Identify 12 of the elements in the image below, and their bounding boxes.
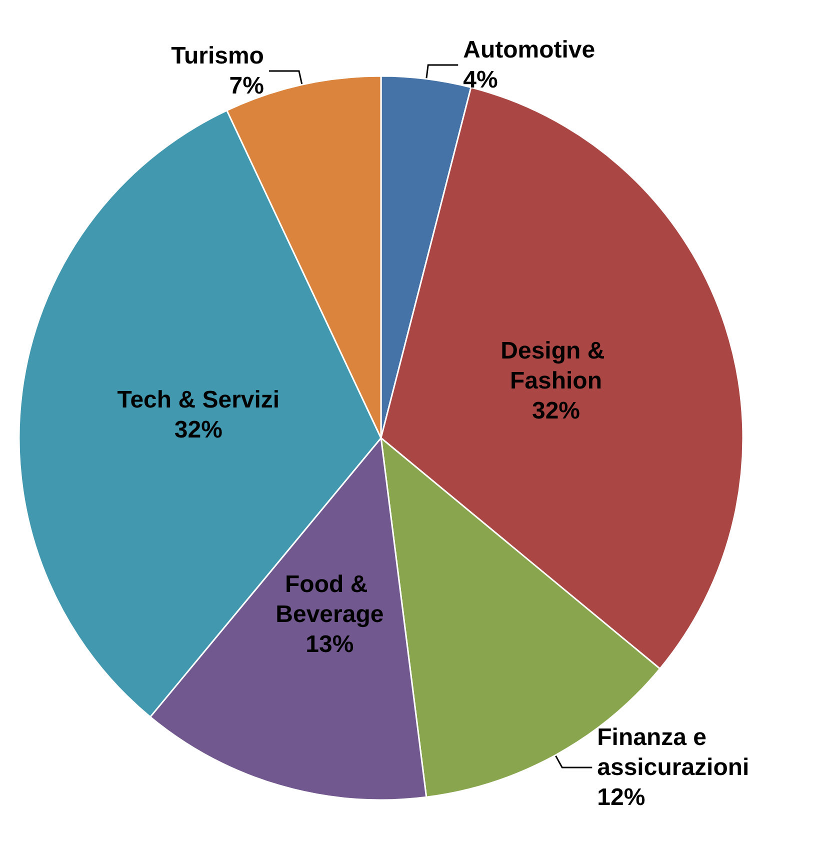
slice-label: Finanza e assicurazioni	[597, 724, 750, 781]
slice-label: Design & Fashion	[500, 338, 612, 395]
data-label: 12%	[597, 784, 646, 811]
slice-label: Food & Beverage	[276, 571, 384, 628]
slice-label: Turismo	[171, 42, 264, 70]
data-label: 32%	[532, 398, 580, 425]
slice-label: Tech & Servizi	[117, 386, 280, 414]
data-label: 4%	[463, 66, 498, 94]
data-label: 13%	[306, 631, 354, 658]
data-label: 32%	[174, 416, 222, 444]
data-label: 7%	[229, 72, 264, 100]
slice-label: Automotive	[463, 36, 596, 64]
